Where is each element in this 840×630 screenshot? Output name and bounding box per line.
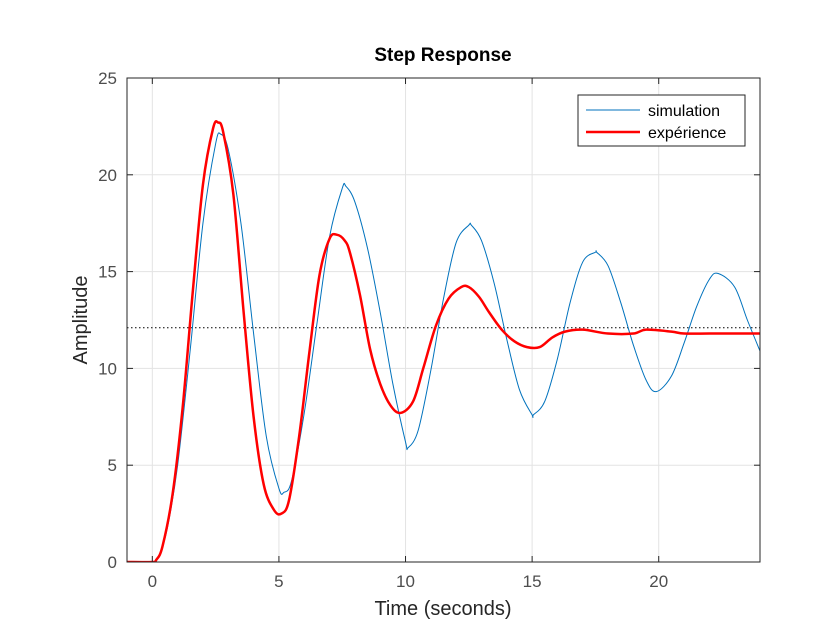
series-line-experience — [127, 120, 760, 562]
x-tick-label: 0 — [148, 572, 157, 591]
legend-box — [577, 94, 746, 147]
axes-frame — [126, 77, 761, 563]
plot-area[interactable]: 0 5 10 15 20 0 5 10 15 20 25 — [98, 69, 761, 591]
y-axis-label: Amplitude — [70, 276, 92, 365]
legend[interactable]: simulation expérience — [577, 94, 746, 147]
ticks: 0 5 10 15 20 0 5 10 15 20 25 — [98, 69, 760, 591]
y-tick-label: 20 — [98, 166, 117, 185]
x-tick-label: 5 — [274, 572, 283, 591]
x-tick-label: 10 — [396, 572, 415, 591]
y-tick-label: 0 — [108, 553, 117, 572]
y-tick-label: 15 — [98, 263, 117, 282]
x-axis-label: Time (seconds) — [374, 598, 511, 620]
legend-entry-experience: expérience — [648, 125, 726, 142]
x-tick-label: 15 — [523, 572, 542, 591]
axes-background — [127, 78, 760, 562]
y-tick-label: 25 — [98, 69, 117, 88]
series-layer — [127, 120, 760, 562]
y-tick-label: 5 — [108, 456, 117, 475]
x-tick-label: 20 — [649, 572, 668, 591]
y-tick-label: 10 — [98, 359, 117, 378]
legend-entry-simulation: simulation — [648, 103, 720, 120]
chart-title: Step Response — [374, 45, 511, 66]
series-line-simulation — [127, 132, 760, 562]
